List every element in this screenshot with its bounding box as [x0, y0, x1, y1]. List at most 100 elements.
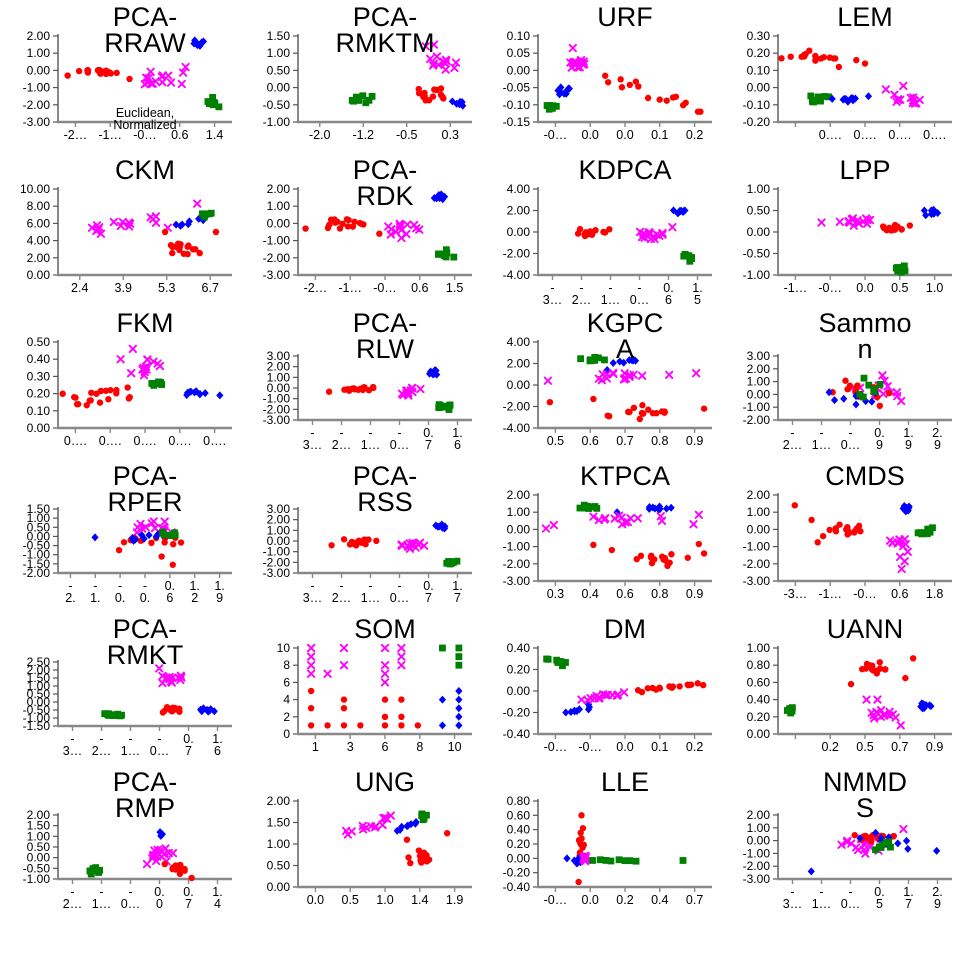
circle-point [862, 832, 869, 840]
diamond-point [676, 207, 684, 216]
x-point [402, 386, 411, 395]
scatter-plot: 2.00 1.50 1.00 0.50 0.00 0.0 0.5 1.0 1.4 1.9 [267, 794, 472, 907]
circle-point [676, 683, 683, 690]
scatter-plot: 3.002.001.000.00-1.00-2.00-3.00-3…-2…-1…… [263, 349, 472, 452]
scatter-plot: 2.502.001.501.000.500.00-0.50-1.00-1.50-… [23, 655, 232, 758]
x-point [380, 643, 390, 653]
x-tick-label: -0… [818, 281, 842, 295]
circle-point [161, 539, 168, 546]
diamond-point [904, 844, 912, 853]
circle-point [176, 870, 184, 878]
y-axis: 4.00 2.00 0.00 -2.00 -4.00 [503, 335, 539, 435]
diamond-point [662, 504, 671, 513]
x-tick-label: 1. 2 [189, 579, 199, 605]
circle-point [328, 542, 335, 549]
y-tick-label: 2.00 [267, 182, 291, 196]
x-point [847, 839, 856, 848]
y-tick-label: 0.00 [507, 63, 531, 77]
circle-point [862, 665, 869, 672]
series-square [914, 524, 936, 538]
diamond-point [830, 396, 839, 405]
y-tick-label: -2.00 [23, 566, 51, 580]
x-point [612, 691, 622, 700]
y-tick-label: 4 [283, 693, 290, 707]
x-tick-label: -1… [98, 128, 122, 142]
x-tick-label: 8 [416, 740, 423, 754]
y-tick-label: -1.00 [743, 268, 771, 282]
x-tick-label: -1… [812, 426, 831, 452]
x-point [692, 369, 701, 378]
x-tick-label: -1… [784, 281, 808, 295]
series-circle [59, 384, 133, 409]
y-tick-label: 0.60 [747, 675, 771, 689]
x-point [149, 517, 158, 526]
x-point [589, 512, 598, 521]
x-point [903, 547, 912, 556]
series-x [566, 43, 589, 72]
y-tick-label: -3.00 [263, 268, 291, 282]
chart-cell-pca-rmktm: PCA- RMKTM 1.50 1.00 0.50 0.00 -0.50 -1.00 -2.0… [240, 4, 480, 157]
y-tick-label: -1.00 [263, 545, 291, 559]
y-tick-label: 0.00 [267, 534, 291, 548]
x-point [96, 229, 106, 238]
x-tick-label: -2… [92, 732, 111, 758]
square-point [586, 356, 594, 364]
circle-point [778, 55, 785, 62]
x-point [402, 229, 411, 239]
x-point [618, 520, 627, 529]
x-tick-label: -1.2 [352, 128, 374, 142]
square-point [557, 658, 565, 665]
diamond-point [429, 370, 437, 379]
square-point [895, 267, 903, 275]
x-tick-label: 0.0 [616, 128, 633, 142]
y-tick-label: -1.00 [743, 400, 771, 414]
x-tick-label: 1.5 [692, 281, 702, 307]
y-axis: 2.00 1.50 1.00 0.50 0.00 [267, 794, 299, 894]
circle-point [700, 550, 708, 557]
x-tick-label: 0.9 [874, 426, 884, 452]
x-tick-label: -1… [361, 579, 380, 605]
x-point [378, 820, 387, 830]
square-point [87, 870, 95, 878]
x-tick-label: 0.9 [686, 587, 703, 601]
x-point [405, 539, 414, 548]
series-diamond [669, 206, 689, 218]
x-point [407, 383, 417, 393]
circle-point [653, 409, 660, 417]
scatter-plot: 0.100.050.00-0.05-0.10-0.15-0… 0.0 0.0 0.1 0… [503, 29, 712, 142]
x-tick-label: -1… [361, 426, 380, 452]
circle-point [604, 79, 612, 86]
chart-cell-pca-rlw: PCA- RLW 3.00 2.00 1.00 0.00 -1.00 -2.00 -3.00-… [240, 310, 480, 463]
x-axis: 2.4 3.9 5.3 6.7 [57, 273, 232, 295]
square-point [348, 96, 356, 104]
circle-point [340, 705, 348, 712]
y-tick-label: 0.40 [507, 641, 531, 655]
x-point [193, 199, 202, 208]
x-point [306, 669, 316, 678]
x-point [837, 840, 846, 849]
x-point [413, 540, 423, 549]
x-tick-label: 0.7 [183, 885, 193, 911]
square-point [591, 503, 599, 510]
x-point [116, 221, 126, 230]
x-point [141, 362, 151, 371]
x-point [397, 643, 406, 653]
x-tick-label: 1.4 [212, 885, 222, 911]
diamond-point [201, 389, 209, 398]
circle-point [664, 559, 671, 567]
series-x [421, 40, 461, 74]
square-point [807, 92, 815, 100]
series-circle [325, 383, 377, 395]
x-point [865, 215, 875, 225]
y-tick-label: 0.00 [747, 81, 771, 95]
circle-point [694, 680, 701, 687]
x-tick-label: 0.6 [663, 281, 673, 307]
circle-point [125, 395, 133, 402]
circle-point [93, 390, 100, 397]
x-point [668, 223, 677, 232]
x-tick-label: 0.6 [165, 579, 175, 605]
x-tick-label: -0. [140, 579, 150, 605]
x-point [347, 827, 356, 836]
circle-point [307, 705, 315, 712]
circle-point [699, 681, 707, 689]
